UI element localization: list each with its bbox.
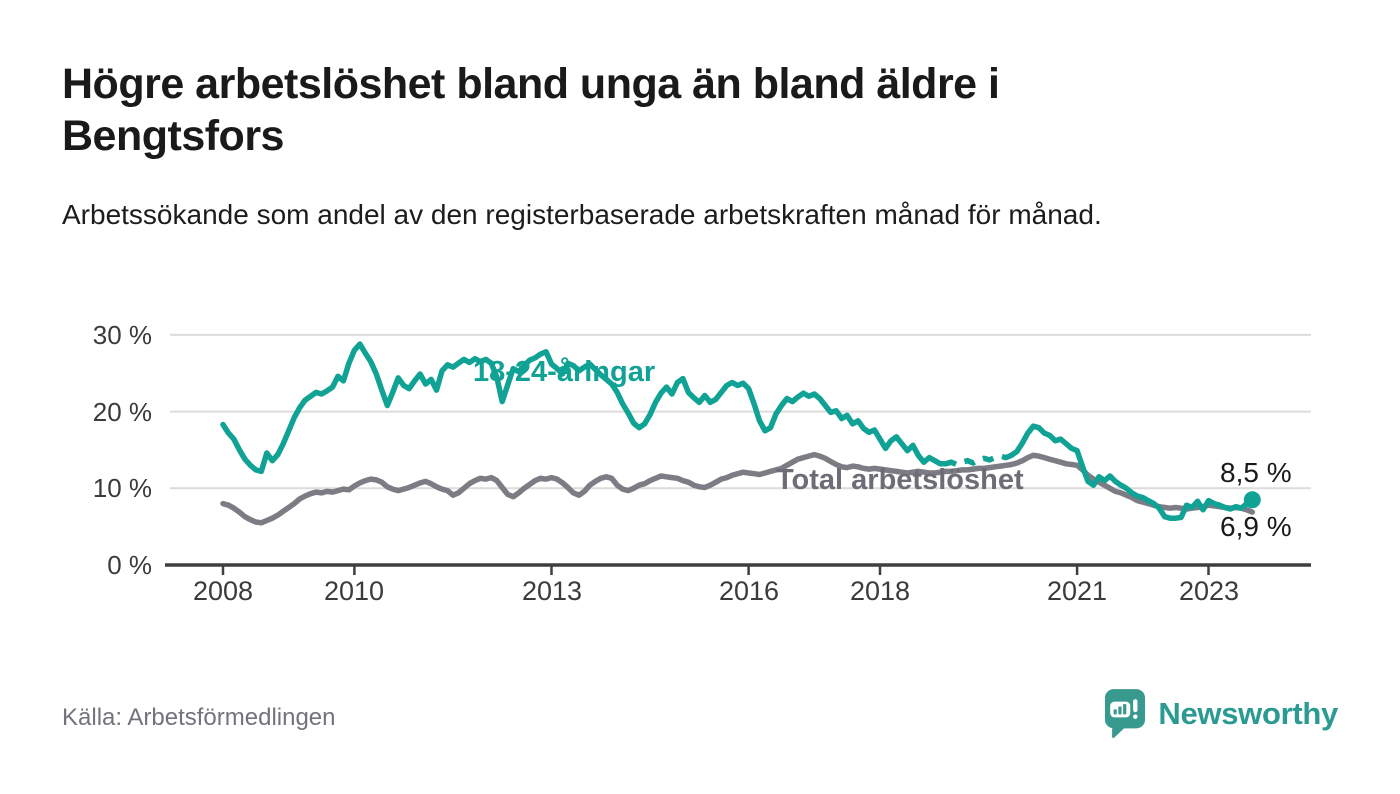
x-tick-label: 2023	[1178, 576, 1240, 606]
brand-name: Newsworthy	[1158, 696, 1338, 731]
youth-unemployment-line	[220, 341, 949, 475]
series-label-young: 18-24-åringar	[473, 356, 656, 388]
youth-unemployment-line-dashed	[944, 453, 1007, 468]
newsworthy-bars-exclamation-icon	[1104, 688, 1146, 740]
x-tick-label: 2013	[521, 576, 583, 606]
series-end-dot	[1243, 491, 1261, 509]
youth-unemployment-line	[1003, 423, 1256, 521]
last-value-total: 6,9 %	[1220, 511, 1292, 542]
y-tick-label: 30 %	[92, 320, 152, 350]
y-tick-label: 0 %	[107, 550, 152, 580]
brand-logo: Newsworthy	[1104, 688, 1338, 740]
source-note: Källa: Arbetsförmedlingen	[62, 704, 336, 731]
x-tick-label: 2016	[718, 576, 780, 606]
x-tick-label: 2018	[849, 576, 911, 606]
y-tick-label: 20 %	[92, 397, 152, 427]
y-tick-label: 10 %	[92, 473, 152, 503]
chart-subtitle: Arbetssökande som andel av den registerb…	[62, 199, 1102, 230]
x-tick-label: 2008	[192, 576, 254, 606]
page-title: Högre arbetslöshet bland unga än bland ä…	[62, 60, 1000, 161]
series-label-total: Total arbetslöshet	[776, 464, 1024, 496]
x-tick-label: 2010	[323, 576, 385, 606]
x-tick-label: 2021	[1046, 576, 1108, 606]
last-value-young: 8,5 %	[1220, 457, 1292, 488]
